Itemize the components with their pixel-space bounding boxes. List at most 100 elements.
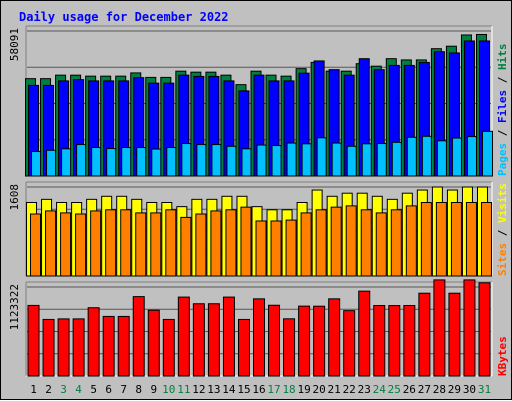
x-tick-label-day-5: 5 — [90, 383, 97, 396]
bar-pages-day-31 — [481, 130, 493, 177]
bar-kbytes-day-15 — [237, 318, 250, 377]
bar-kbytes-day-8 — [132, 296, 145, 377]
bar-pages-day-15 — [241, 148, 253, 177]
bar-kbytes-day-19 — [298, 305, 311, 377]
bar-pages-day-18 — [286, 142, 298, 177]
bar-pages-day-5 — [91, 147, 103, 177]
panel-kbytes: 1123322 KBytes — [8, 279, 509, 377]
x-tick-label-day-24: 24 — [373, 383, 387, 396]
bar-kbytes-day-25 — [388, 305, 401, 377]
legend-part: Hits — [496, 44, 509, 71]
bar-kbytes-day-4 — [72, 318, 85, 377]
bar-kbytes-day-10 — [162, 318, 175, 377]
x-tick-label-day-3: 3 — [60, 383, 67, 396]
x-tick-label-day-12: 12 — [192, 383, 205, 396]
bar-kbytes-day-29 — [448, 292, 461, 377]
bar-kbytes-day-11 — [177, 296, 190, 377]
x-tick-label-day-13: 13 — [207, 383, 220, 396]
bar-pages-day-14 — [226, 145, 238, 177]
bar-kbytes-day-2 — [42, 318, 55, 377]
legend-part: Files — [496, 90, 509, 123]
bar-sites-day-28 — [435, 201, 447, 277]
bar-kbytes-day-6 — [102, 315, 115, 377]
bar-sites-day-20 — [315, 209, 327, 277]
x-tick-label-day-10: 10 — [162, 383, 175, 396]
bar-pages-day-9 — [151, 148, 163, 177]
x-tick-label-day-22: 22 — [343, 383, 356, 396]
x-tick-label-day-20: 20 — [313, 383, 326, 396]
legend-part: Pages — [496, 143, 509, 176]
bar-sites-day-5 — [90, 210, 102, 277]
bar-kbytes-day-24 — [373, 304, 386, 377]
panel-max-label: 1123322 — [8, 284, 21, 330]
bar-pages-day-6 — [106, 148, 118, 177]
bar-pages-day-12 — [196, 144, 208, 177]
bar-kbytes-day-12 — [192, 303, 205, 377]
bar-pages-day-13 — [211, 144, 223, 177]
bar-kbytes-day-22 — [343, 310, 356, 377]
bar-kbytes-day-27 — [418, 292, 431, 377]
bar-sites-day-21 — [330, 206, 342, 277]
x-tick-label-day-26: 26 — [403, 383, 416, 396]
bar-pages-day-28 — [436, 140, 448, 177]
bar-pages-day-11 — [181, 143, 193, 177]
bar-kbytes-day-31 — [478, 282, 491, 377]
x-tick-label-day-2: 2 — [45, 383, 52, 396]
panel-legend-label: KBytes — [496, 336, 509, 376]
bar-sites-day-8 — [135, 212, 147, 277]
bar-kbytes-day-17 — [268, 304, 281, 377]
bar-pages-day-4 — [76, 144, 88, 177]
bar-pages-day-16 — [256, 144, 268, 177]
bar-kbytes-day-30 — [463, 279, 476, 377]
legend-part: Visits — [496, 183, 509, 223]
bar-pages-day-19 — [301, 143, 313, 177]
bar-pages-day-21 — [331, 142, 343, 177]
bar-kbytes-day-9 — [147, 309, 160, 377]
bar-kbytes-day-16 — [253, 298, 265, 377]
bar-kbytes-day-13 — [207, 303, 220, 377]
bar-kbytes-day-26 — [403, 304, 416, 377]
bar-sites-day-11 — [180, 216, 192, 277]
bar-sites-day-12 — [195, 213, 207, 277]
bar-sites-day-17 — [270, 220, 282, 277]
x-tick-label-day-16: 16 — [252, 383, 265, 396]
bar-sites-day-23 — [360, 209, 372, 277]
legend-part: / — [496, 70, 509, 90]
x-tick-label-day-18: 18 — [282, 383, 295, 396]
bar-sites-day-16 — [255, 220, 267, 277]
x-tick-label-day-31: 31 — [478, 383, 491, 396]
panel-hits-files-pages: 58091 Pages / Files / Hits — [8, 25, 509, 177]
bar-pages-day-1 — [31, 151, 43, 177]
x-tick-label-day-11: 11 — [177, 383, 190, 396]
bar-pages-day-3 — [61, 148, 73, 177]
panel-legend-label: Pages / Files / Hits — [496, 44, 509, 177]
bar-pages-day-10 — [166, 147, 178, 177]
bar-sites-day-7 — [120, 209, 132, 277]
x-tick-label-day-6: 6 — [105, 383, 112, 396]
bar-sites-day-30 — [465, 201, 477, 277]
bar-kbytes-day-5 — [87, 307, 100, 377]
bar-pages-day-23 — [361, 143, 373, 177]
bar-pages-day-29 — [451, 137, 463, 177]
panel-max-label: 58091 — [8, 28, 21, 61]
bar-sites-day-6 — [105, 209, 117, 277]
bar-kbytes-day-28 — [433, 279, 446, 377]
x-tick-label-day-14: 14 — [222, 383, 236, 396]
bar-sites-day-9 — [150, 212, 162, 277]
bar-pages-day-27 — [421, 135, 433, 177]
bar-sites-day-15 — [240, 206, 252, 277]
bar-pages-day-17 — [271, 145, 283, 177]
legend-part: / — [496, 123, 509, 143]
bar-sites-day-22 — [345, 205, 357, 277]
legend-part: / — [496, 223, 509, 243]
bar-kbytes-day-18 — [283, 318, 296, 377]
x-tick-label-day-8: 8 — [135, 383, 142, 396]
bar-kbytes-day-1 — [27, 304, 40, 377]
bar-sites-day-19 — [300, 212, 312, 277]
bar-sites-day-24 — [375, 212, 387, 277]
bar-sites-day-3 — [60, 212, 72, 277]
x-tick-label-day-27: 27 — [418, 383, 431, 396]
bar-sites-day-26 — [405, 205, 417, 277]
panel-visits-sites: 1608 Sites / Visits — [8, 181, 509, 277]
